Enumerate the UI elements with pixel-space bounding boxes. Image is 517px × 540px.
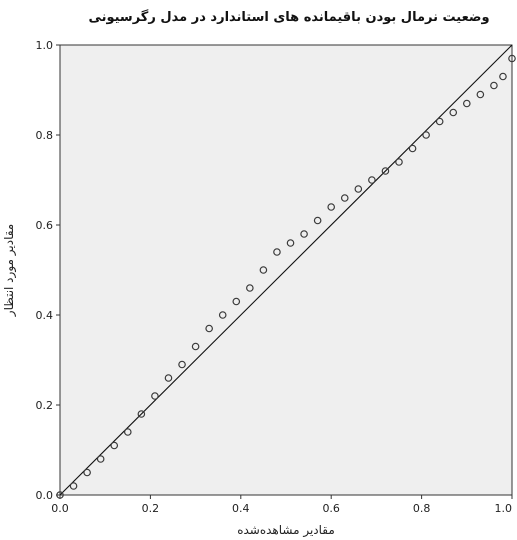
y-tick-label: 0.6 — [36, 219, 54, 232]
data-point — [110, 441, 119, 450]
data-point — [499, 72, 507, 81]
data-point — [381, 167, 390, 175]
chart-title: وضعیت نرمال بودن باقیمانده های استاندارد… — [88, 9, 489, 25]
data-point — [449, 108, 458, 117]
data-point — [490, 81, 498, 90]
data-point — [137, 410, 146, 418]
y-tick-label: 1.0 — [36, 39, 54, 52]
x-tick-label: 0.4 — [232, 502, 250, 515]
x-axis-ticks: 0.0 0.2 0.4 0.6 0.8 1.0 — [51, 495, 513, 515]
data-point — [69, 482, 78, 490]
x-tick-label: 0.2 — [142, 502, 160, 515]
data-point — [313, 216, 322, 225]
data-point — [368, 176, 376, 184]
x-tick-label: 0.8 — [413, 502, 431, 515]
data-point — [327, 203, 336, 211]
data-point — [259, 266, 268, 274]
y-tick-label: 0.0 — [36, 489, 54, 502]
x-tick-label: 0.0 — [51, 502, 69, 515]
y-tick-label: 0.8 — [36, 129, 54, 142]
data-point — [354, 185, 363, 193]
data-point — [191, 342, 200, 351]
data-point — [422, 131, 430, 139]
data-point — [395, 158, 403, 166]
data-point — [178, 360, 186, 369]
data-point — [218, 311, 227, 319]
data-point — [508, 54, 516, 63]
data-point — [164, 374, 173, 382]
data-point — [124, 428, 132, 436]
data-point — [232, 297, 241, 306]
data-point — [340, 194, 349, 202]
data-point — [96, 455, 105, 463]
x-axis-label: مقادیر مشاهده‌شده — [237, 523, 335, 538]
data-point — [286, 239, 295, 247]
data-points — [56, 54, 516, 499]
data-point — [205, 324, 213, 333]
y-axis-label: مقادیر مورد انتظار — [2, 224, 17, 317]
y-tick-label: 0.4 — [36, 309, 54, 322]
x-tick-label: 1.0 — [495, 502, 513, 515]
data-point — [300, 230, 308, 238]
data-point — [408, 144, 417, 153]
data-point — [476, 90, 485, 99]
x-tick-label: 0.6 — [322, 502, 340, 515]
data-point — [273, 248, 281, 256]
y-tick-label: 0.2 — [36, 399, 54, 412]
data-point — [462, 99, 471, 108]
data-point — [151, 392, 159, 400]
data-point — [246, 284, 254, 292]
data-point — [83, 468, 91, 477]
data-point — [435, 117, 444, 126]
y-axis-ticks: 0.0 0.2 0.4 0.6 0.8 1.0 — [36, 39, 60, 502]
